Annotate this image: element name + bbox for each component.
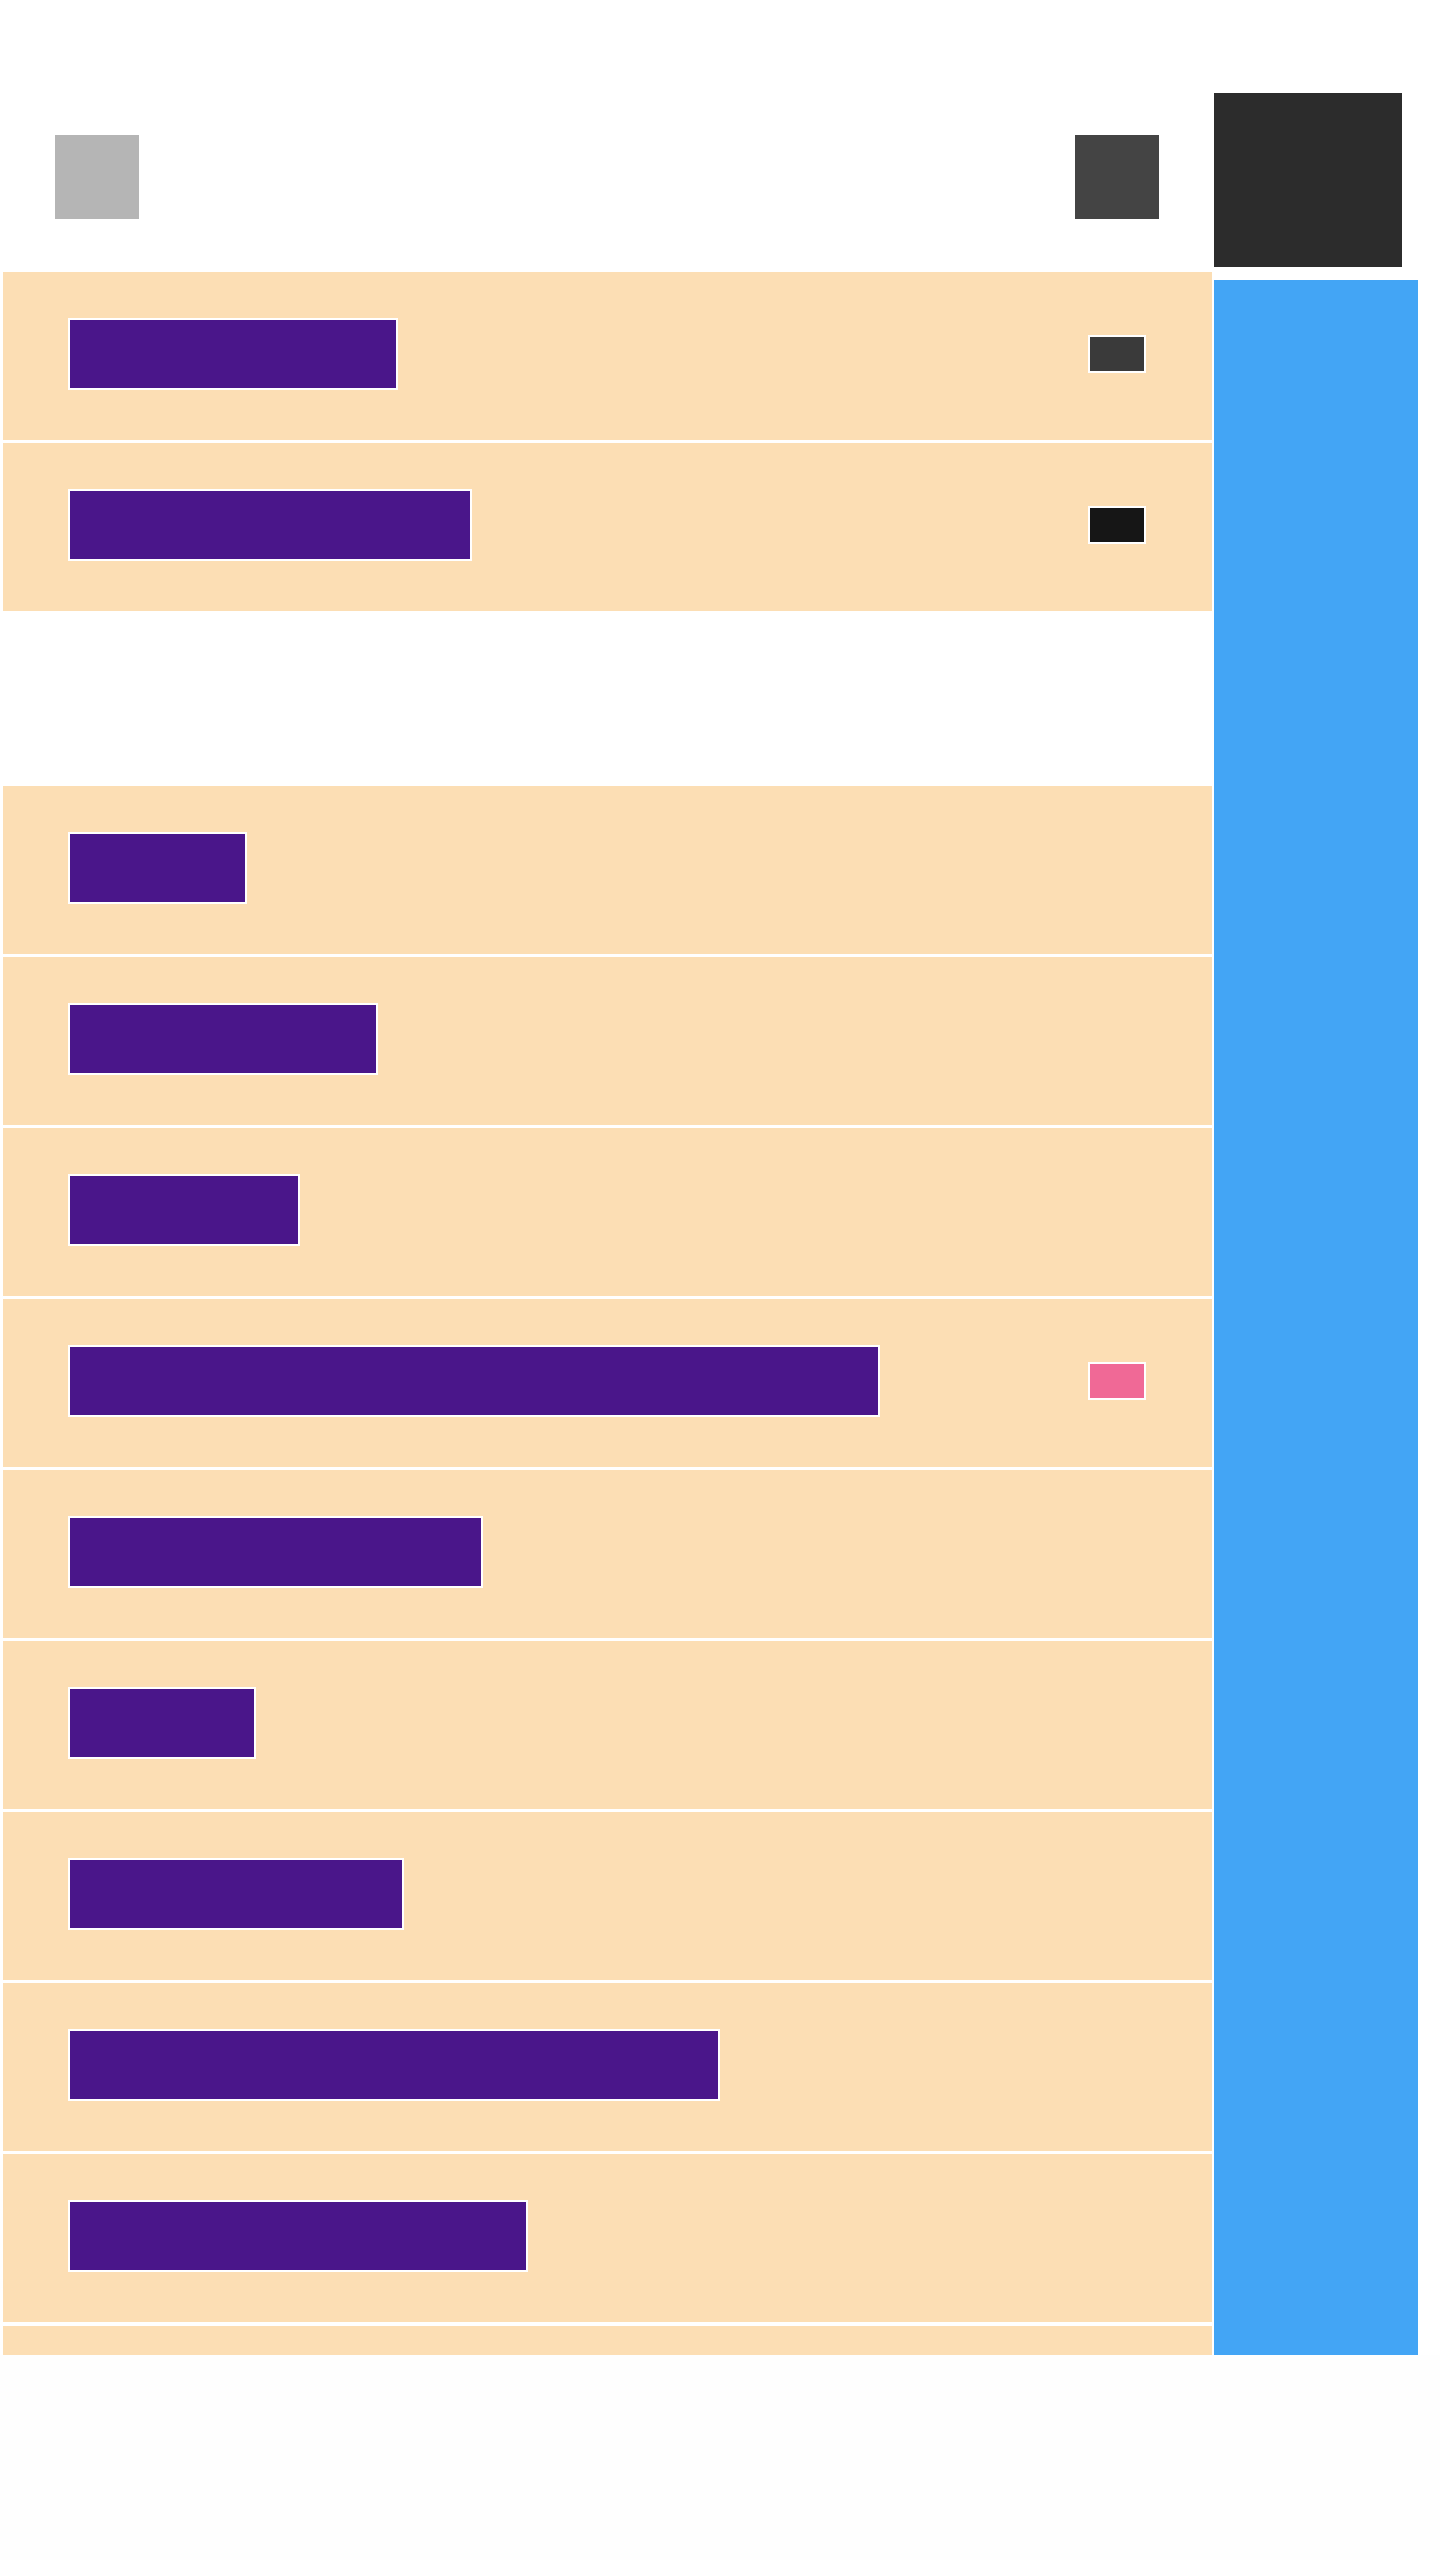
header-dark-block	[1214, 93, 1402, 267]
list-row-label-placeholder	[70, 1689, 254, 1757]
list-row[interactable]	[3, 786, 1212, 954]
list-row[interactable]	[3, 1128, 1212, 1296]
list-row[interactable]	[3, 443, 1212, 611]
list-row-label-placeholder	[70, 491, 470, 559]
list-row-label-placeholder	[70, 834, 245, 902]
list-row-label-placeholder	[70, 1176, 298, 1244]
list-row[interactable]	[3, 957, 1212, 1125]
list-row-label-placeholder	[70, 320, 396, 388]
list-row[interactable]	[3, 1983, 1212, 2151]
footer-background	[0, 2355, 1440, 2560]
list-row-swatch	[1090, 508, 1144, 542]
list-row-label-placeholder	[70, 1518, 481, 1586]
list-row[interactable]	[3, 1470, 1212, 1638]
list-row-label-placeholder	[70, 1005, 376, 1073]
list-row[interactable]	[3, 272, 1212, 440]
list-row-label-placeholder	[70, 1347, 878, 1415]
list-row[interactable]	[3, 1641, 1212, 1809]
list-row[interactable]	[3, 1812, 1212, 1980]
header-left-placeholder[interactable]	[55, 135, 139, 219]
list-row-swatch	[1090, 337, 1144, 371]
list-row[interactable]	[3, 2154, 1212, 2322]
side-panel	[1214, 280, 1418, 2355]
list-row-label-placeholder	[70, 1860, 402, 1928]
list-row-label-placeholder	[70, 2031, 718, 2099]
list-row-partial	[3, 2326, 1212, 2355]
list-row-label-placeholder	[70, 2202, 526, 2270]
list-row[interactable]	[3, 1299, 1212, 1467]
list-row-swatch	[1090, 1364, 1144, 1398]
header-right-placeholder[interactable]	[1075, 135, 1159, 219]
